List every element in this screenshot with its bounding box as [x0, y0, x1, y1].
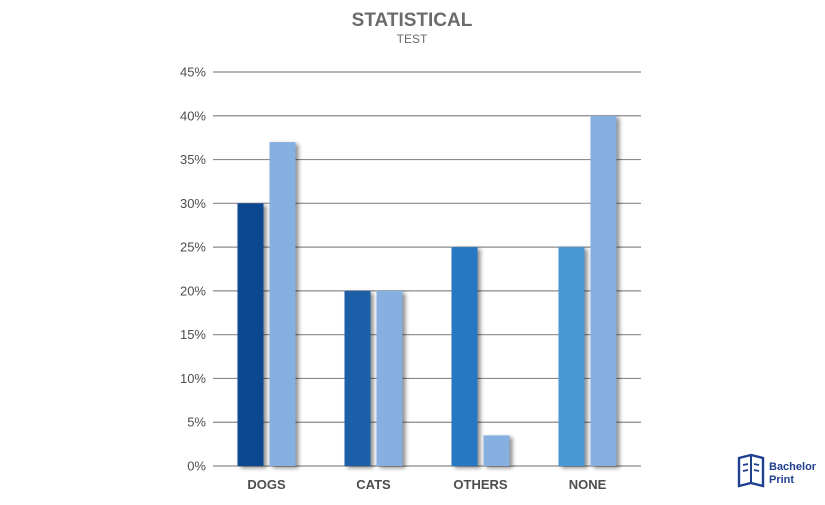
bar-others-series-1 [451, 247, 478, 466]
y-tick-label: 35% [180, 152, 206, 167]
y-tick-label: 45% [180, 65, 206, 80]
y-tick-label: 0% [187, 459, 206, 474]
x-category-label: OTHERS [453, 477, 508, 492]
bar-dogs-series-2 [269, 142, 296, 467]
logo-text-line2: Print [769, 474, 794, 486]
bar-others-series-2 [483, 435, 510, 466]
x-category-label: NONE [569, 477, 607, 492]
y-tick-label: 30% [180, 196, 206, 211]
bar-none-series-2 [590, 115, 617, 467]
bachelor-print-logo: Bachelor Print [737, 453, 817, 488]
y-tick-label: 40% [180, 108, 206, 123]
x-category-label: CATS [356, 477, 391, 492]
bars [237, 115, 617, 467]
bar-cats-series-2 [376, 290, 403, 466]
bar-cats-series-1 [344, 290, 371, 466]
y-tick-label: 25% [180, 240, 206, 255]
y-tick-label: 10% [180, 371, 206, 386]
y-axis-tick-labels: 0% 5% 10% 15% 20% 25% 30% 35% 40% 45% [180, 65, 206, 474]
bar-dogs-series-1 [237, 203, 264, 467]
y-tick-label: 15% [180, 327, 206, 342]
chart-subtitle: TEST [397, 32, 428, 46]
logo-text-line1: Bachelor [769, 461, 817, 473]
x-axis-category-labels: DOGS CATS OTHERS NONE [247, 477, 606, 492]
chart-title: STATISTICAL [352, 10, 473, 31]
book-logo-icon [737, 453, 765, 488]
x-category-label: DOGS [247, 477, 286, 492]
bar-none-series-1 [558, 247, 585, 466]
y-tick-label: 5% [187, 415, 206, 430]
y-tick-label: 20% [180, 283, 206, 298]
